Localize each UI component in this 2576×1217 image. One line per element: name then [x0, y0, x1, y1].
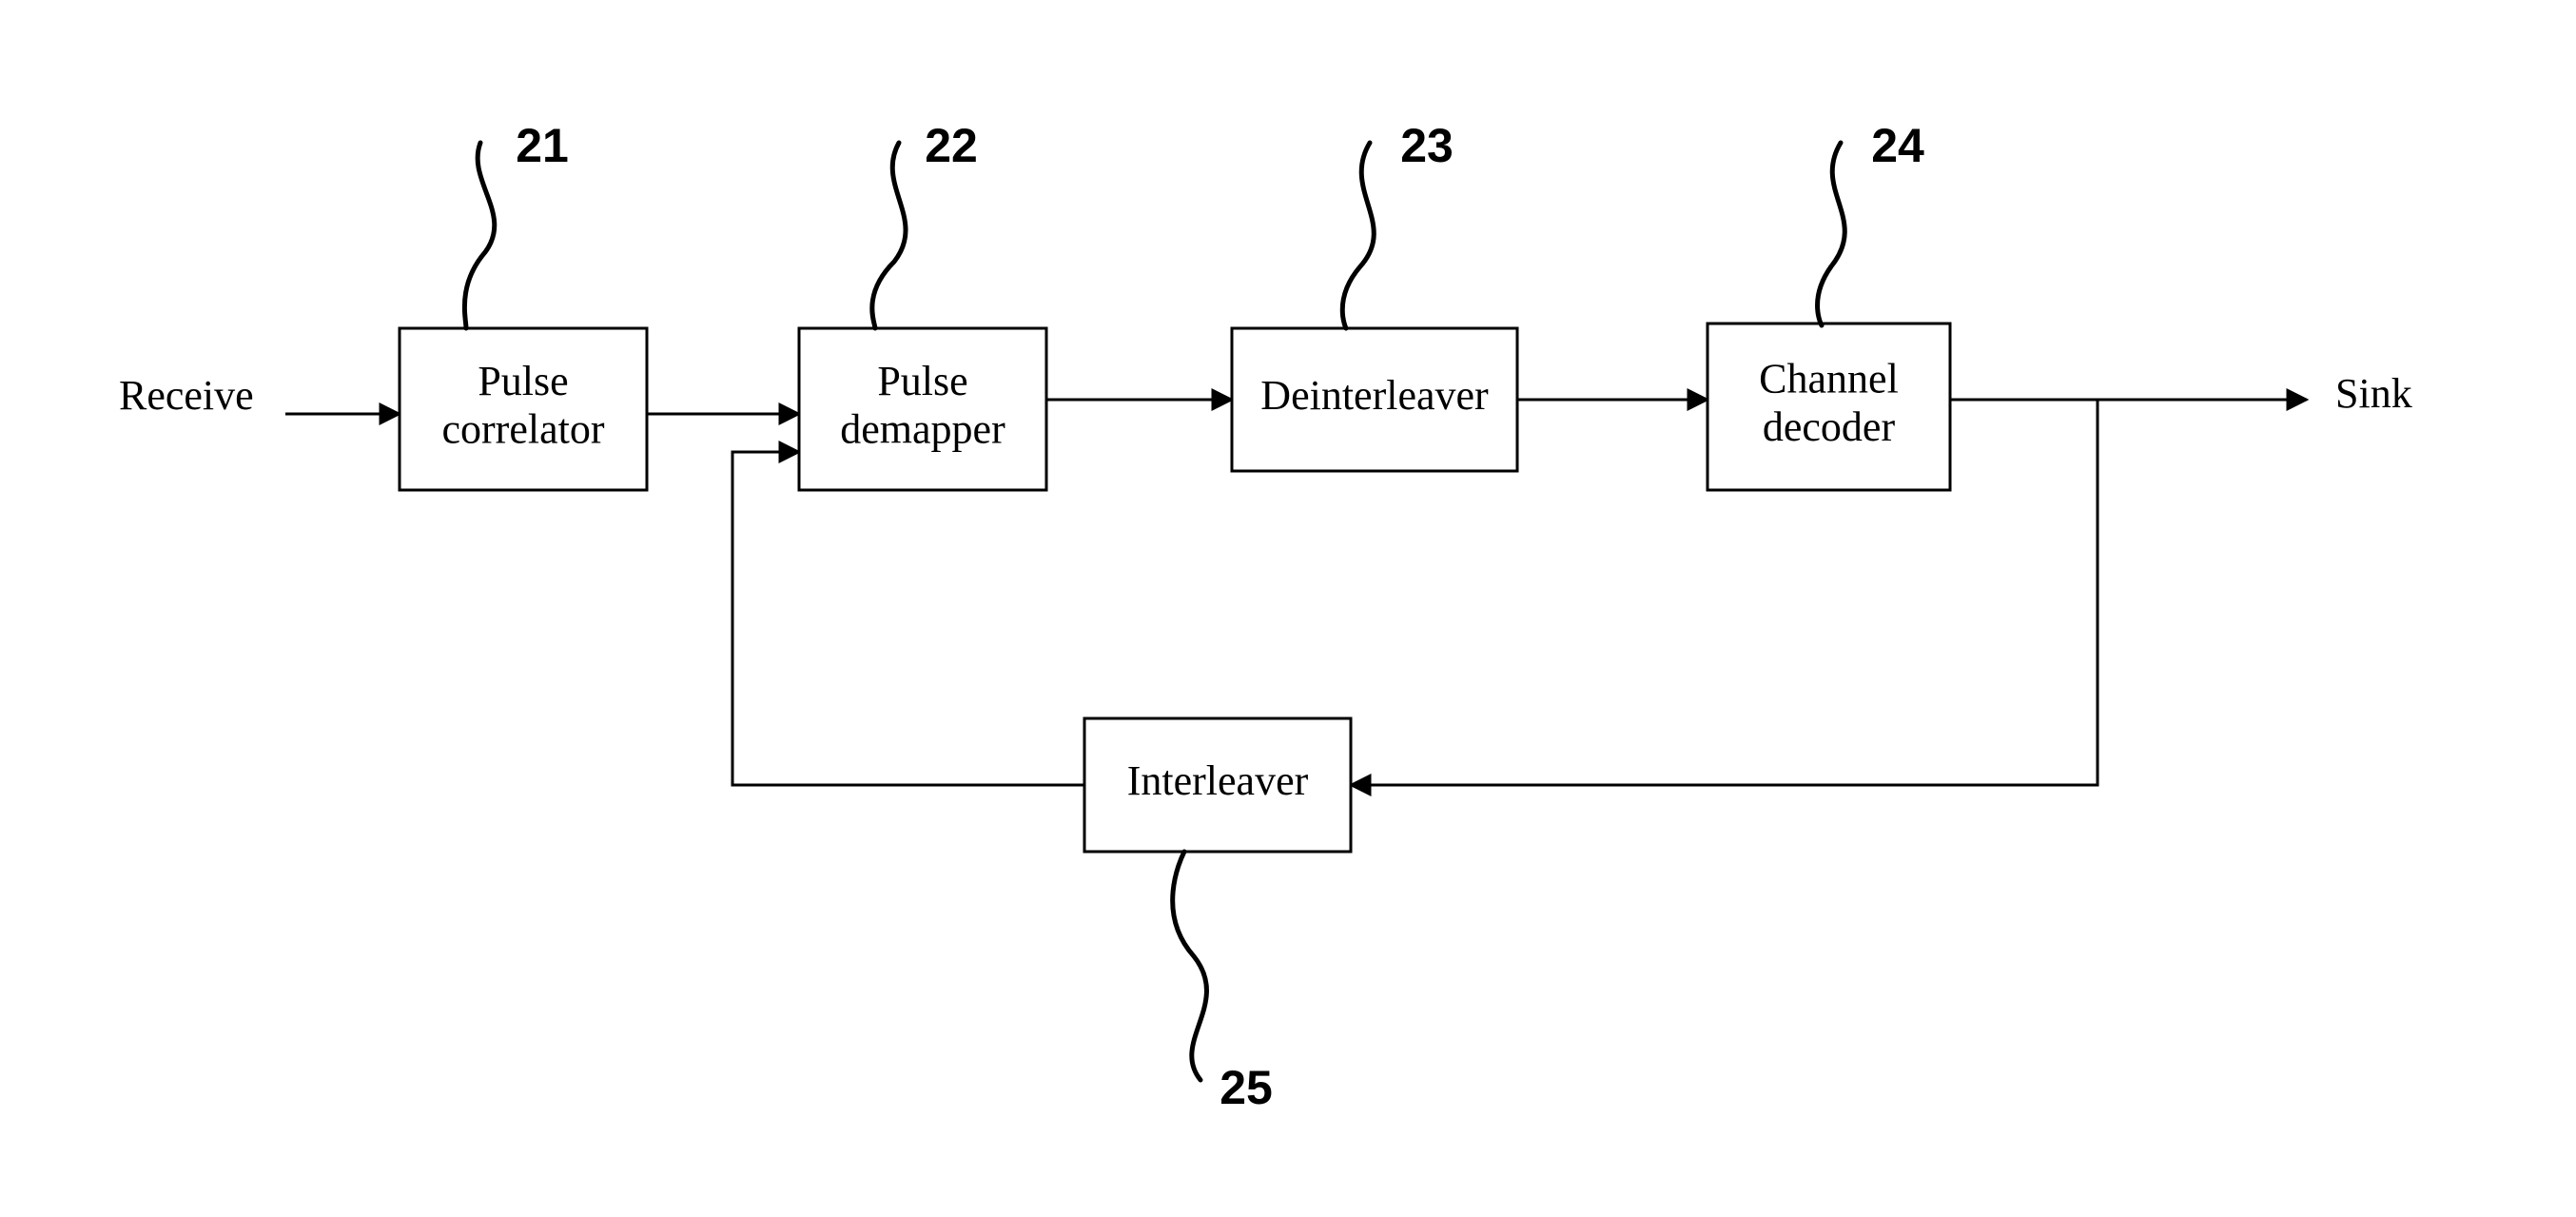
block-b22: Pulsedemapper [799, 328, 1046, 490]
block-b25: Interleaver [1084, 718, 1351, 852]
block-label-b22-line1: demapper [840, 405, 1005, 452]
ref-label-21: 21 [516, 119, 569, 172]
ref-label-22: 22 [925, 119, 978, 172]
leader-s24 [1818, 143, 1845, 325]
wire-feedback_up [732, 452, 1084, 785]
block-label-b21-line0: Pulse [478, 358, 568, 404]
block-label-b23-line0: Deinterleaver [1260, 372, 1489, 419]
block-b23: Deinterleaver [1232, 328, 1517, 471]
block-label-b21-line1: correlator [442, 405, 605, 452]
ref-label-23: 23 [1400, 119, 1454, 172]
block-b21: Pulsecorrelator [400, 328, 647, 490]
ref-label-24: 24 [1871, 119, 1924, 172]
leader-s23 [1342, 143, 1374, 328]
ref-label-25: 25 [1220, 1061, 1273, 1114]
io-label-output: Sink [2335, 370, 2412, 417]
leader-s21 [464, 143, 494, 328]
block-label-b22-line0: Pulse [877, 358, 967, 404]
block-label-b24-line0: Channel [1759, 355, 1899, 402]
io-label-input: Receive [119, 372, 254, 419]
block-b24: Channeldecoder [1708, 324, 1950, 490]
leader-s22 [872, 143, 906, 328]
block-label-b24-line1: decoder [1763, 403, 1896, 450]
leader-s25 [1173, 852, 1207, 1080]
block-label-b25-line0: Interleaver [1127, 757, 1309, 804]
